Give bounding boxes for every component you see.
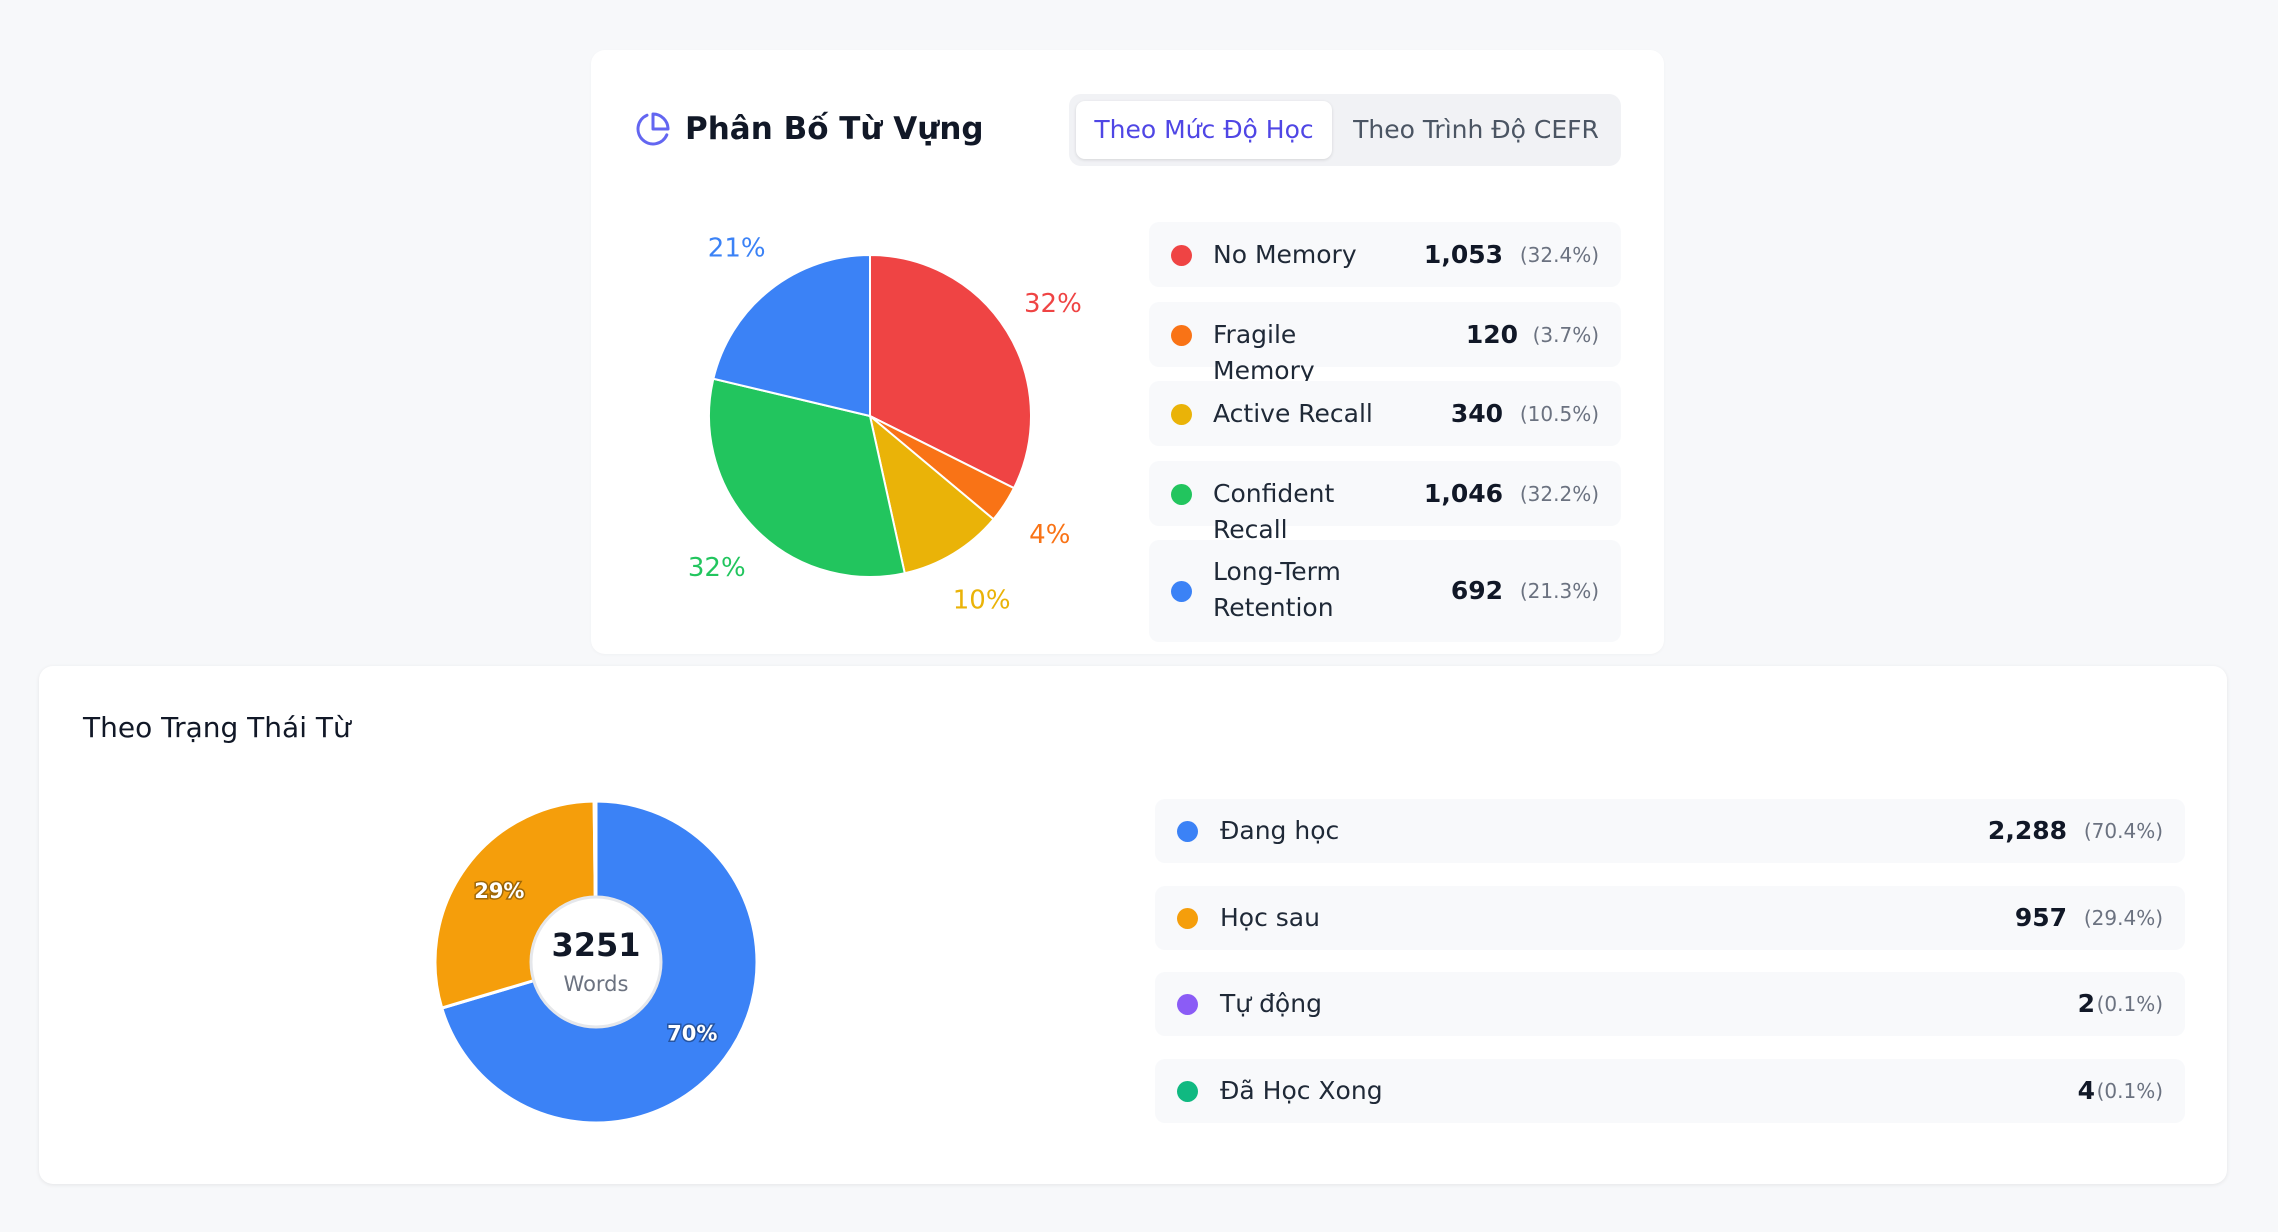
tab-learning-level[interactable]: Theo Mức Độ Học	[1076, 101, 1332, 159]
pie-label-active-recall: 10%	[953, 586, 1011, 616]
status-legend-item-tu-dong[interactable]: Tự động 2 (0.1%)	[1155, 972, 2185, 1036]
legend-item-confident-recall[interactable]: Confident Recall 1,046 (32.2%)	[1149, 461, 1621, 544]
pie-slice-no-memory[interactable]	[869, 253, 1032, 490]
legend-count: 2	[2077, 989, 2095, 1018]
legend-dot	[1171, 581, 1192, 602]
legend-dot	[1177, 908, 1198, 929]
legend-percent: (21.3%)	[1519, 579, 1599, 603]
word-status-donut-chart: 70% 29% 3251 Words	[433, 799, 759, 1125]
legend-dot	[1171, 483, 1192, 505]
legend-percent: (70.4%)	[2083, 819, 2163, 843]
vocab-distribution-card: Phân Bố Từ Vựng Theo Mức Độ Học Theo Trì…	[591, 50, 1664, 654]
legend-label: No Memory	[1213, 239, 1357, 269]
word-status-card: Theo Trạng Thái Từ 70% 29% 3251 Words Đan…	[39, 666, 2227, 1184]
pie-slice-confident-recall[interactable]	[708, 377, 906, 578]
legend-count: 1,053	[1423, 239, 1503, 269]
status-legend-item-da-hoc-xong[interactable]: Đã Học Xong 4 (0.1%)	[1155, 1059, 2185, 1123]
legend-count: 957	[2014, 903, 2067, 932]
card-title: Phân Bố Từ Vựng	[685, 111, 984, 147]
legend-percent: (10.5%)	[1519, 401, 1599, 426]
legend-dot	[1177, 1081, 1198, 1102]
donut-center-count: 3251	[551, 926, 640, 964]
legend-dot	[1171, 244, 1192, 266]
pie-label-confident-recall: 32%	[688, 553, 746, 583]
tab-cefr-level[interactable]: Theo Trình Độ CEFR	[1353, 115, 1599, 144]
status-legend-item-hoc-sau[interactable]: Học sau 957 (29.4%)	[1155, 886, 2185, 950]
legend-count: 4	[2077, 1076, 2095, 1105]
legend-count: 340	[1450, 398, 1503, 428]
status-legend-item-dang-hoc[interactable]: Đang học 2,288 (70.4%)	[1155, 799, 2185, 863]
view-tabs: Theo Mức Độ Học Theo Trình Độ CEFR	[1069, 94, 1621, 166]
legend-percent: (0.1%)	[2096, 992, 2163, 1016]
legend-label: Đã Học Xong	[1220, 1076, 1383, 1105]
card-title: Theo Trạng Thái Từ	[83, 711, 351, 744]
pie-slice-long-term-retention[interactable]	[712, 253, 871, 418]
pie-label-no-memory: 32%	[1024, 289, 1082, 319]
legend-label: Đang học	[1220, 816, 1340, 845]
donut-center	[529, 895, 663, 1029]
legend-label: Tự động	[1220, 989, 1322, 1018]
donut-label-dang-hoc: 70%	[667, 1022, 717, 1046]
legend-label: Active Recall	[1213, 398, 1373, 428]
legend-item-long-term-retention[interactable]: Long-Term Retention 692 (21.3%)	[1149, 540, 1621, 642]
pie-slice-active-recall[interactable]	[868, 413, 995, 575]
legend-item-active-recall[interactable]: Active Recall 340 (10.5%)	[1149, 381, 1621, 446]
donut-label-hoc-sau: 29%	[474, 879, 524, 903]
legend-item-fragile-memory[interactable]: Fragile Memory 120 (3.7%)	[1149, 302, 1621, 385]
legend-count: 120	[1465, 319, 1518, 349]
learning-level-pie-chart: 32% 4% 10% 32% 21%	[688, 233, 1082, 616]
legend-dot	[1177, 821, 1198, 842]
legend-label: Confident Recall	[1213, 478, 1335, 544]
legend-count: 692	[1450, 576, 1503, 605]
legend-count: 2,288	[1987, 816, 2067, 845]
legend-dot	[1171, 324, 1192, 346]
pie-label-fragile-memory: 4%	[1029, 520, 1070, 550]
legend-percent: (0.1%)	[2096, 1079, 2163, 1103]
legend-percent: (32.4%)	[1519, 242, 1599, 267]
legend-label: Long-Term Retention	[1213, 557, 1341, 622]
legend-percent: (32.2%)	[1519, 481, 1599, 506]
pie-chart-icon	[636, 112, 670, 146]
legend-percent: (29.4%)	[2083, 906, 2163, 930]
donut-center-label: Words	[564, 972, 629, 996]
legend-label: Fragile Memory	[1213, 319, 1315, 385]
legend-item-no-memory[interactable]: No Memory 1,053 (32.4%)	[1149, 222, 1621, 287]
legend-dot	[1171, 403, 1192, 425]
legend-label: Học sau	[1220, 903, 1320, 932]
donut-slice-da-hoc-xong[interactable]	[593, 799, 598, 963]
legend-percent: (3.7%)	[1532, 322, 1599, 347]
legend-count: 1,046	[1423, 478, 1503, 508]
legend-dot	[1177, 994, 1198, 1015]
pie-label-long-term-retention: 21%	[708, 233, 766, 263]
